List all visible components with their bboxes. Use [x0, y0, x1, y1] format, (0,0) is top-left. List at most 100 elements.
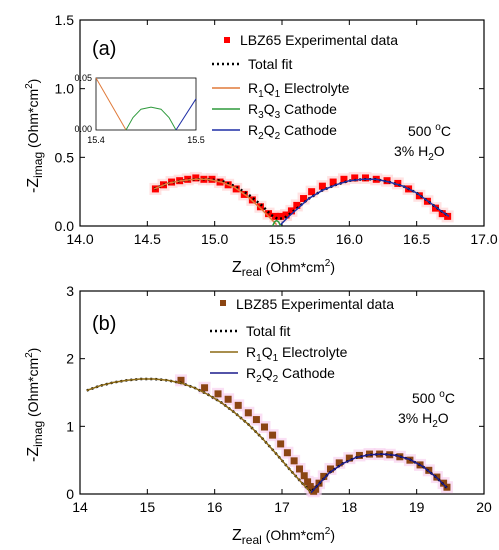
x-axis-label-a: Zreal (Ohm*cm2)	[232, 258, 335, 279]
x-tick-label: 18	[342, 499, 358, 515]
panel-label-b: (b)	[92, 313, 116, 335]
x-tick-label: 14.5	[134, 231, 161, 247]
legend-label-r1q1-b: R1Q1 Electrolyte	[246, 344, 348, 364]
y-tick-label: 2	[66, 351, 74, 367]
data-point	[256, 203, 264, 211]
x-tick-label: 17.0	[470, 231, 497, 247]
data-point	[260, 423, 268, 431]
data-point	[355, 451, 363, 459]
y-axis-label-b: -Zimag (Ohm*cm2)	[24, 348, 45, 462]
chart-panel-b: 14 15 16 17 18 19 20 0 1 2 3 (b) LBZ85 Experimenta…	[24, 283, 492, 547]
x-tick-label: 15	[140, 499, 156, 515]
data-point	[320, 472, 328, 480]
series-line	[271, 219, 282, 227]
data-point	[345, 454, 353, 462]
legend-label-r3q3-a: R3Q3 Cathode	[248, 101, 337, 121]
data-point	[252, 416, 260, 424]
legend-b: LBZ85 Experimental data Total fit R1Q1 E…	[210, 296, 394, 385]
data-point	[269, 431, 277, 439]
panel-label-a: (a)	[92, 38, 116, 60]
data-point	[234, 401, 242, 409]
data-point	[351, 174, 359, 182]
y-axis-label-a: -Zimag (Ohm*cm2)	[24, 79, 45, 193]
data-point	[438, 210, 446, 218]
data-point	[300, 472, 308, 480]
legend-label-r2q2-b: R2Q2 Cathode	[246, 365, 335, 385]
x-tick-label: 19	[409, 499, 425, 515]
legend-label-fit-b: Total fit	[246, 323, 290, 339]
inset-series-line	[95, 77, 127, 131]
data-point	[296, 465, 304, 473]
y-tick-label: 1.5	[55, 12, 75, 28]
data-point	[192, 174, 200, 182]
legend-a: LBZ65 Experimental data Total fit R1Q1 E…	[212, 32, 398, 142]
data-point	[201, 384, 209, 392]
y-tick-label: 1	[66, 418, 74, 434]
legend-label-r1q1-a: R1Q1 Electrolyte	[248, 80, 350, 100]
series-line	[153, 178, 278, 226]
inset-plot: 0.05 0.00 15.4 15.5	[74, 73, 204, 145]
x-tick-label: 16	[207, 499, 223, 515]
inset-ytick-top: 0.05	[74, 73, 92, 83]
data-point	[277, 440, 285, 448]
data-point	[277, 212, 285, 220]
data-point	[312, 485, 320, 493]
x-tick-label: 20	[476, 499, 492, 515]
inset-series-line	[125, 106, 177, 131]
x-axis-label-b: Zreal (Ohm*cm2)	[232, 526, 335, 547]
data-point	[208, 175, 216, 183]
data-point	[244, 409, 252, 417]
inset-xtick-right: 15.5	[187, 135, 205, 145]
legend-label-exp-a: LBZ65 Experimental data	[240, 32, 398, 48]
data-point	[283, 449, 291, 457]
inset-xtick-left: 15.4	[87, 135, 105, 145]
data-point	[335, 459, 343, 467]
data-point	[383, 177, 391, 185]
legend-label-r2q2-a: R2Q2 Cathode	[248, 122, 337, 142]
data-point	[308, 188, 316, 196]
x-tick-label: 16.5	[403, 231, 430, 247]
data-point	[394, 179, 402, 187]
data-point	[293, 201, 301, 209]
x-tick-label: 14	[72, 499, 88, 515]
x-tick-label: 15.5	[268, 231, 295, 247]
data-point	[287, 207, 295, 215]
condition-water-a: 3% H2O	[394, 143, 445, 163]
data-point	[290, 457, 298, 465]
y-tick-label: 0.0	[55, 218, 75, 234]
series-line	[86, 378, 312, 494]
inset-series-line	[175, 98, 197, 131]
x-tick-label: 15.0	[201, 231, 228, 247]
y-tick-label: 0.5	[55, 149, 75, 165]
inset-frame	[95, 77, 197, 131]
y-tick-label: 1.0	[55, 81, 75, 97]
data-point	[318, 182, 326, 190]
condition-temp-b: 500 oC	[412, 389, 455, 406]
legend-marker-exp-a	[224, 37, 230, 43]
data-point	[361, 174, 369, 182]
legend-label-fit-a: Total fit	[248, 56, 292, 72]
data-point	[304, 478, 312, 486]
y-tick-label: 3	[66, 283, 74, 299]
data-point	[444, 212, 452, 220]
data-point	[224, 395, 232, 403]
data-point	[177, 376, 185, 384]
x-tick-label: 17	[274, 499, 290, 515]
data-point	[340, 175, 348, 183]
series-line	[280, 178, 450, 226]
data-point	[282, 211, 290, 219]
data-point	[265, 210, 273, 218]
data-point	[214, 390, 222, 398]
x-tick-label: 14.0	[66, 231, 93, 247]
legend-marker-exp-b	[220, 300, 226, 306]
y-tick-label: 0	[66, 486, 74, 502]
data-point	[271, 212, 279, 220]
data-point	[300, 195, 308, 203]
chart-panel-a: 14.0 14.5 15.0 15.5 16.0 16.5 17.0 0.0 0.5 1.0 1.5…	[24, 12, 498, 279]
condition-temp-a: 500 oC	[408, 122, 451, 139]
data-point	[326, 465, 334, 473]
condition-water-b: 3% H2O	[398, 410, 449, 430]
x-tick-label: 16.0	[336, 231, 363, 247]
data-point	[432, 204, 440, 212]
